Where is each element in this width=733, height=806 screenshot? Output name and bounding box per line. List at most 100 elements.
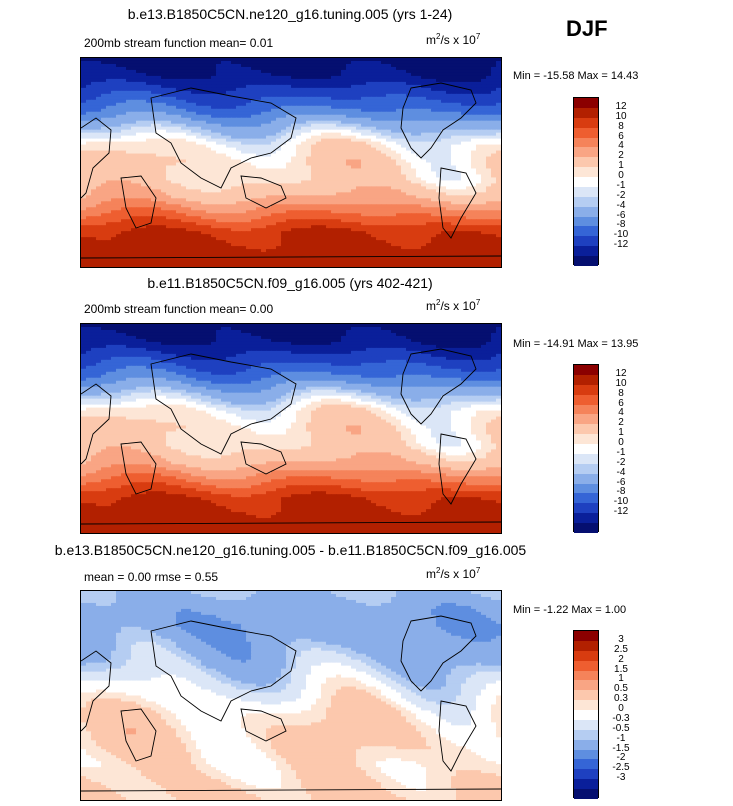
contour-cell [316,183,322,187]
contour-cell [436,168,442,173]
contour-cell [146,192,152,196]
contour-cell [376,60,382,65]
contour-cell [391,132,397,137]
contour-cell [211,129,217,134]
contour-cell [136,168,142,173]
contour-cell [246,219,252,223]
contour-cell [251,222,257,226]
contour-cell [351,183,357,187]
contour-cell [386,93,392,98]
contour-cell [191,177,197,182]
contour-cell [236,87,242,92]
contour-cell [96,156,102,161]
contour-cell [416,120,422,125]
contour-cell [361,144,367,149]
contour-cell [291,72,297,77]
contour-cell [276,207,282,211]
contour-cell [456,171,462,176]
contour-cell [411,81,417,86]
contour-cell [246,189,252,193]
contour-cell [86,126,92,131]
contour-cell [371,219,377,223]
contour-cell [186,87,192,92]
contour-cell [391,216,397,220]
contour-cell [146,204,152,208]
contour-cell [256,216,262,220]
contour-cell [211,114,217,119]
contour-cell [136,102,142,107]
contour-cell [476,183,482,187]
contour-cell [471,192,477,196]
contour-cell [441,78,447,83]
contour-cell [146,225,152,229]
contour-cell [416,156,422,161]
contour-cell [366,138,372,143]
contour-cell [166,58,172,62]
contour-cell [156,66,162,71]
contour-cell [326,126,332,131]
contour-cell [201,90,207,95]
contour-cell [381,201,387,205]
contour-cell [341,111,347,116]
contour-cell [211,78,217,83]
contour-cell [151,81,157,86]
contour-cell [136,138,142,143]
contour-cell [271,207,277,211]
contour-cell [316,69,322,74]
contour-cell [451,195,457,199]
contour-cell [456,165,462,170]
contour-cell [376,102,382,107]
contour-cell [406,111,412,116]
contour-cell [171,165,177,170]
contour-cell [131,123,137,128]
contour-cell [121,159,127,164]
contour-cell [471,210,477,214]
contour-cell [421,228,427,232]
contour-cell [366,135,372,140]
contour-cell [471,108,477,113]
contour-cell [481,222,487,226]
contour-cell [401,147,407,152]
contour-cell [386,87,392,92]
contour-cell [411,180,417,184]
contour-cell [401,138,407,143]
contour-cell [486,126,492,131]
contour-cell [266,153,272,158]
contour-cell [351,192,357,196]
contour-cell [341,132,347,137]
contour-cell [166,108,172,113]
contour-cell [141,165,147,170]
contour-cell [411,87,417,92]
contour-cell [81,81,87,86]
contour-cell [256,177,262,182]
contour-cell [446,81,452,86]
contour-cell [376,150,382,155]
contour-cell [361,174,367,179]
contour-cell [296,90,302,95]
contour-cell [131,234,137,238]
contour-cell [271,87,277,92]
contour-cell [486,87,492,92]
contour-cell [181,195,187,199]
contour-cell [361,102,367,107]
contour-cell [101,207,107,211]
contour-cell [466,204,472,208]
contour-cell [261,81,267,86]
contour-cell [281,231,287,235]
contour-cell [386,207,392,211]
contour-cell [271,165,277,170]
contour-cell [361,201,367,205]
contour-cell [376,210,382,214]
contour-cell [111,156,117,161]
contour-cell [271,153,277,158]
contour-cell [266,234,272,238]
contour-cell [466,198,472,202]
contour-cell [346,93,352,98]
contour-cell [161,204,167,208]
contour-cell [206,129,212,134]
contour-cell [496,117,501,122]
contour-cell [351,201,357,205]
contour-cell [246,213,252,217]
contour-cell [186,108,192,113]
contour-cell [266,141,272,146]
